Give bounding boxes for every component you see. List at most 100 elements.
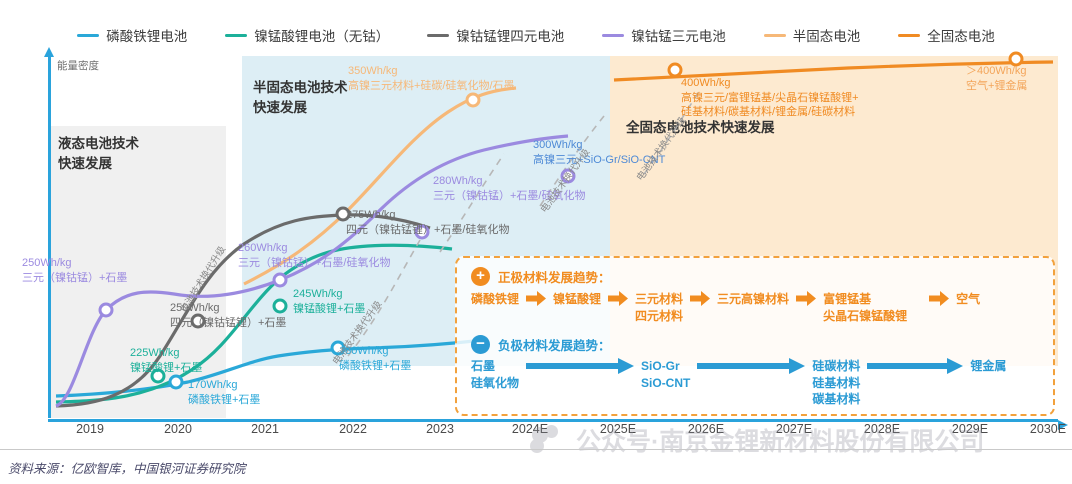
node-lfp-2022 — [330, 340, 346, 356]
legend-label-semi-solid: 半固态电池 — [792, 29, 861, 44]
legend-label-lnmo: 镍锰酸锂电池（无钴） — [254, 29, 390, 44]
chart-legend: 磷酸铁锂电池 镍锰酸锂电池（无钴） 镍钴锰锂四元电池 镍钴锰三元电池 半固态电池… — [0, 22, 1072, 48]
x-tick-2021: 2021 — [251, 422, 279, 436]
legend-swatch-semi-solid — [763, 33, 786, 37]
upgrade-connector-1 — [347, 239, 421, 357]
x-tick-2020: 2020 — [164, 422, 192, 436]
anode-step-4: 锂金属 — [970, 359, 1007, 373]
legend-swatch-quaternary — [427, 33, 450, 37]
cathode-step-4: 三元高镍材料 — [717, 292, 790, 306]
x-tick-2027e: 2027E — [775, 422, 813, 436]
node-solid-2030 — [1008, 51, 1024, 67]
cathode-step-6: 空气 — [956, 292, 981, 306]
y-axis-arrow-icon — [44, 47, 54, 57]
label-280-ncm: 280Wh/kg 三元（镍钴锰）+石墨/硅氧化物 — [433, 175, 586, 202]
anode-trend-header: − 负极材料发展趋势： — [471, 335, 611, 354]
legend-item-semi-solid[interactable]: 半固态电池 — [763, 25, 861, 45]
label-250-quad: 250Wh/kg 四元（镍钴锰锂）+石墨 — [170, 302, 287, 329]
x-tick-2025e: 2025E — [599, 422, 637, 436]
arrow-right-icon — [796, 291, 817, 306]
legend-swatch-ncm — [602, 33, 625, 37]
region-title-all-solid: 全固态电池技术快速发展 — [626, 120, 775, 135]
legend-item-quaternary[interactable]: 镍钴锰锂四元电池 — [427, 25, 564, 45]
x-axis-arrow-icon — [1058, 420, 1068, 430]
plus-icon: + — [471, 267, 490, 286]
x-tick-2029e: 2029E — [951, 422, 989, 436]
x-tick-2030e: 2030E — [1029, 422, 1067, 436]
node-ncm-2021 — [272, 272, 288, 288]
legend-item-lfp[interactable]: 磷酸铁锂电池 — [77, 25, 187, 45]
node-solid-2026 — [667, 62, 683, 78]
materials-trend-box: + 正极材料发展趋势： 磷酸铁锂 镍锰酸锂 三元材料 四元材料 三元高镍材料 富… — [455, 256, 1055, 416]
series-path-lfp — [55, 338, 485, 398]
cathode-step-1: 磷酸铁锂 — [471, 292, 520, 306]
label-180-lfp: 180Wh/kg 磷酸铁锂+石墨 — [339, 345, 412, 372]
source-note: 资料来源：亿欧智库，中国银河证券研究院 — [8, 462, 246, 476]
node-quad-2021 — [190, 313, 206, 329]
arrow-right-icon — [690, 291, 711, 306]
legend-label-all-solid: 全固态电池 — [927, 29, 995, 44]
node-lfp-2021 — [168, 374, 184, 390]
node-semi-2024 — [465, 92, 481, 108]
x-tick-2024e: 2024E — [511, 422, 549, 436]
node-ncm-2019 — [98, 302, 114, 318]
label-250-ncm: 250Wh/kg 三元（镍钴锰）+石墨 — [22, 257, 128, 284]
series-path-all-solid — [613, 60, 1054, 82]
legend-label-ncm: 镍钴锰三元电池 — [631, 29, 726, 44]
x-tick-2022: 2022 — [339, 422, 367, 436]
node-ncm-2023 — [414, 224, 430, 240]
y-axis — [44, 47, 54, 418]
legend-swatch-lnmo — [225, 33, 248, 37]
anode-trend-title: 负极材料发展趋势： — [498, 339, 611, 353]
node-lnmo-2022 — [272, 298, 288, 314]
label-275-quad: 275Wh/kg 四元（镍钴锰锂）+石墨/硅氧化物 — [346, 209, 510, 236]
cathode-step-3: 三元材料 四元材料 — [635, 292, 684, 323]
arrow-right-icon — [697, 358, 806, 374]
legend-item-all-solid[interactable]: 全固态电池 — [898, 25, 995, 45]
x-axis-ticks: 2019 2020 2021 2022 2023 2024E 2025E 202… — [48, 422, 1066, 440]
label-170-lfp: 170Wh/kg 磷酸铁锂+石墨 — [188, 379, 261, 406]
label-gt-400: ＞400Wh/kg 空气+锂金属 — [966, 65, 1028, 92]
anode-step-1: 石墨 硅氧化物 — [471, 359, 520, 390]
legend-item-lnmo[interactable]: 镍锰酸锂电池（无钴） — [225, 25, 389, 45]
label-300-hini: 300Wh/kg 高镍三元+SiO-Gr/SiO-CNT — [533, 139, 666, 166]
series-path-lnmo — [55, 243, 453, 404]
cathode-step-2: 镍锰酸锂 — [553, 292, 602, 306]
x-axis — [48, 419, 1068, 430]
cathode-step-5: 富锂锰基 尖晶石镍锰酸锂 — [823, 292, 908, 323]
series-path-quaternary — [55, 213, 431, 408]
anode-step-2: SiO-Gr SiO-CNT — [641, 359, 691, 390]
legend-swatch-all-solid — [898, 33, 921, 37]
plot-area: 液态电池技术 快速发展 半固态电池技术 快速发展 全固态电池技术快速发展 能量密… — [22, 47, 1068, 430]
node-lnmo-2020 — [150, 368, 166, 384]
node-ncm-2025 — [560, 168, 576, 184]
legend-item-ncm[interactable]: 镍钴锰三元电池 — [602, 25, 726, 45]
x-tick-2026e: 2026E — [687, 422, 725, 436]
minus-icon: − — [471, 335, 490, 354]
anode-step-3: 硅碳材料 硅基材料 碳基材料 — [812, 359, 861, 407]
x-tick-2028e: 2028E — [863, 422, 901, 436]
arrow-right-icon — [526, 358, 635, 374]
label-225-lnmo: 225Wh/kg 镍锰酸锂+石墨 — [130, 347, 203, 374]
arrow-right-icon — [867, 358, 964, 374]
legend-label-quaternary: 镍钴锰锂四元电池 — [456, 29, 565, 44]
region-title-liquid: 液态电池技术 快速发展 — [58, 136, 139, 171]
upgrade-connector-3 — [539, 115, 605, 207]
upgrade-connector-2 — [439, 153, 505, 253]
x-tick-2023: 2023 — [426, 422, 454, 436]
node-quad-2022 — [335, 206, 351, 222]
region-title-semi-solid: 半固态电池技术 快速发展 — [253, 80, 348, 115]
label-400-solid: 400Wh/kg 高镍三元/富锂锰基/尖晶石镍锰酸锂+ 硅基材料/碳基材料/锂金… — [681, 77, 859, 119]
arrow-right-icon — [526, 291, 547, 306]
legend-swatch-lfp — [77, 33, 100, 37]
label-245-lnmo: 245Wh/kg 镍锰酸锂+石墨 — [293, 288, 366, 315]
arrow-right-icon — [929, 291, 950, 306]
legend-label-lfp: 磷酸铁锂电池 — [106, 29, 188, 44]
anode-chain: 石墨 硅氧化物 SiO-Gr SiO-CNT 硅碳材料 硅基材料 碳基材料 锂金… — [471, 358, 1006, 408]
cathode-trend-title: 正极材料发展趋势： — [498, 271, 611, 285]
label-260-ncm: 260Wh/kg 三元（镍钴锰）+石墨/硅氧化物 — [238, 242, 391, 269]
cathode-chain: 磷酸铁锂 镍锰酸锂 三元材料 四元材料 三元高镍材料 富锂锰基 尖晶石镍锰酸锂 … — [471, 291, 980, 324]
footer-divider — [0, 449, 1072, 450]
y-axis-label: 能量密度 — [57, 60, 99, 72]
